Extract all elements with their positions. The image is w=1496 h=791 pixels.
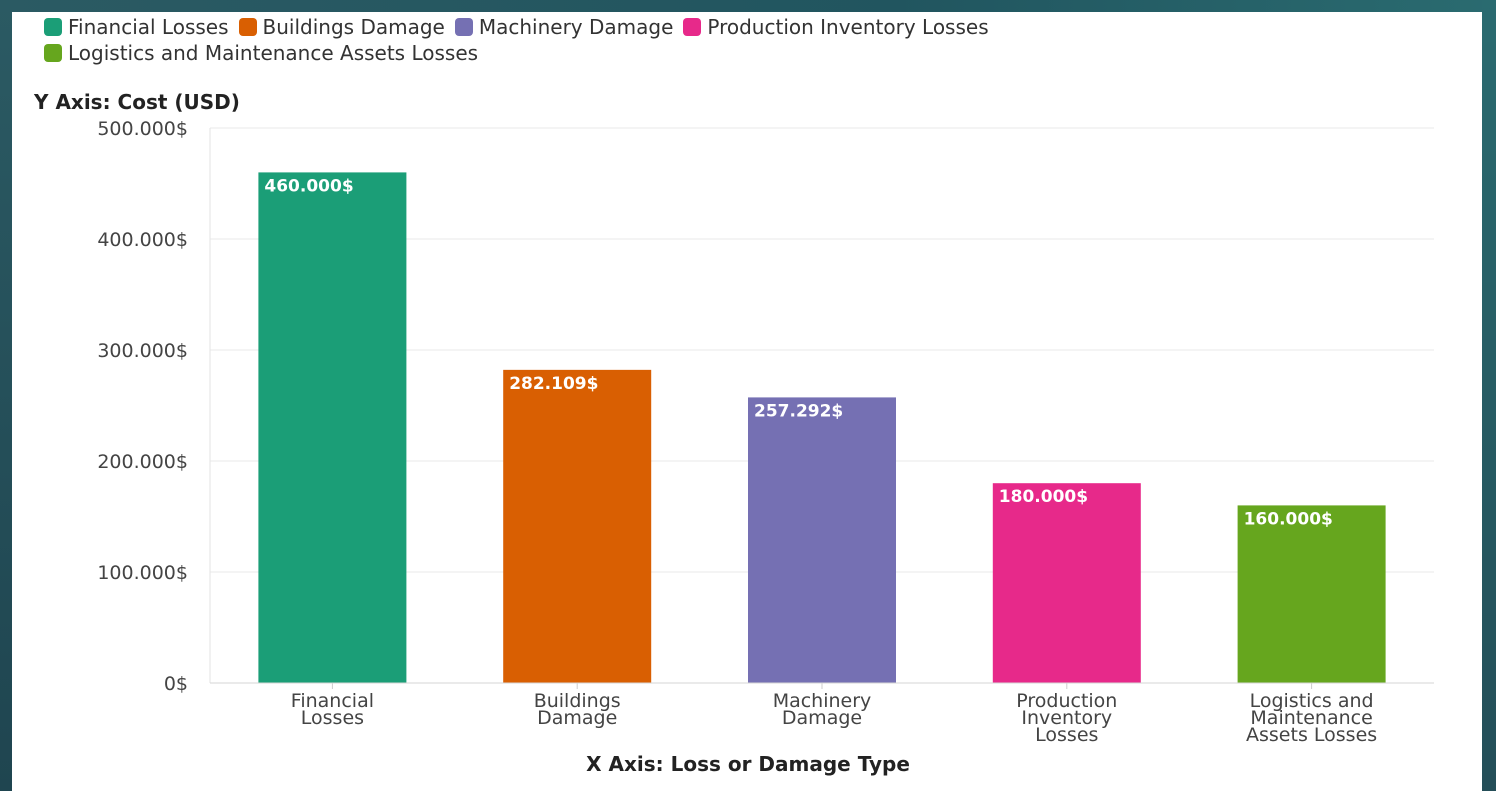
frame-left-border — [0, 0, 12, 791]
legend-label: Logistics and Maintenance Assets Losses — [68, 41, 479, 65]
y-tick-label: 500.000$ — [97, 118, 188, 140]
bar-value-label: 257.292$ — [754, 401, 843, 421]
legend-label: Buildings Damage — [262, 15, 445, 39]
frame-right-border — [1482, 0, 1496, 791]
legend-swatch — [683, 18, 702, 36]
y-tick-label: 400.000$ — [97, 229, 188, 251]
legend-swatch — [454, 18, 473, 36]
bar-value-label: 460.000$ — [264, 176, 353, 196]
legend-swatch — [238, 18, 257, 36]
frame-top-border — [0, 0, 1496, 12]
legend-item[interactable]: Production Inventory Losses — [683, 15, 989, 39]
y-axis-title: Y Axis: Cost (USD) — [34, 90, 240, 114]
legend-item[interactable]: Buildings Damage — [238, 15, 445, 39]
x-tick-label: Buildings Damage — [534, 690, 621, 729]
y-tick-label: 100.000$ — [97, 562, 188, 584]
chart-legend: Financial Losses Buildings Damage Machiner… — [44, 16, 1464, 64]
x-axis-title: X Axis: Loss or Damage Type — [586, 752, 910, 776]
bar — [992, 483, 1141, 683]
bar — [503, 369, 652, 683]
legend-label: Machinery Damage — [478, 15, 674, 39]
legend-label: Production Inventory Losses — [707, 15, 989, 39]
bar-value-label: 160.000$ — [1244, 509, 1333, 529]
legend-item[interactable]: Machinery Damage — [454, 15, 674, 39]
y-tick-label: 0$ — [164, 673, 188, 695]
x-tick-label: Logistics and Maintenance Assets Losses — [1246, 690, 1377, 746]
bar — [258, 172, 407, 683]
x-tick-label: Production Inventory Losses — [1016, 690, 1117, 746]
x-tick-label: Financial Losses — [291, 690, 374, 729]
bar-value-label: 282.109$ — [509, 374, 598, 394]
legend-swatch — [44, 18, 62, 36]
x-tick-label: Machinery Damage — [773, 690, 872, 729]
bar — [1237, 505, 1386, 683]
y-tick-label: 300.000$ — [97, 340, 188, 362]
y-tick-label: 200.000$ — [97, 451, 188, 473]
bar — [748, 397, 896, 683]
legend-swatch — [44, 44, 62, 62]
legend-item[interactable]: Financial Losses — [44, 16, 229, 38]
legend-item[interactable]: Logistics and Maintenance Assets Losses — [44, 42, 478, 64]
bar-value-label: 180.000$ — [999, 487, 1088, 507]
legend-label: Financial Losses — [68, 15, 229, 39]
